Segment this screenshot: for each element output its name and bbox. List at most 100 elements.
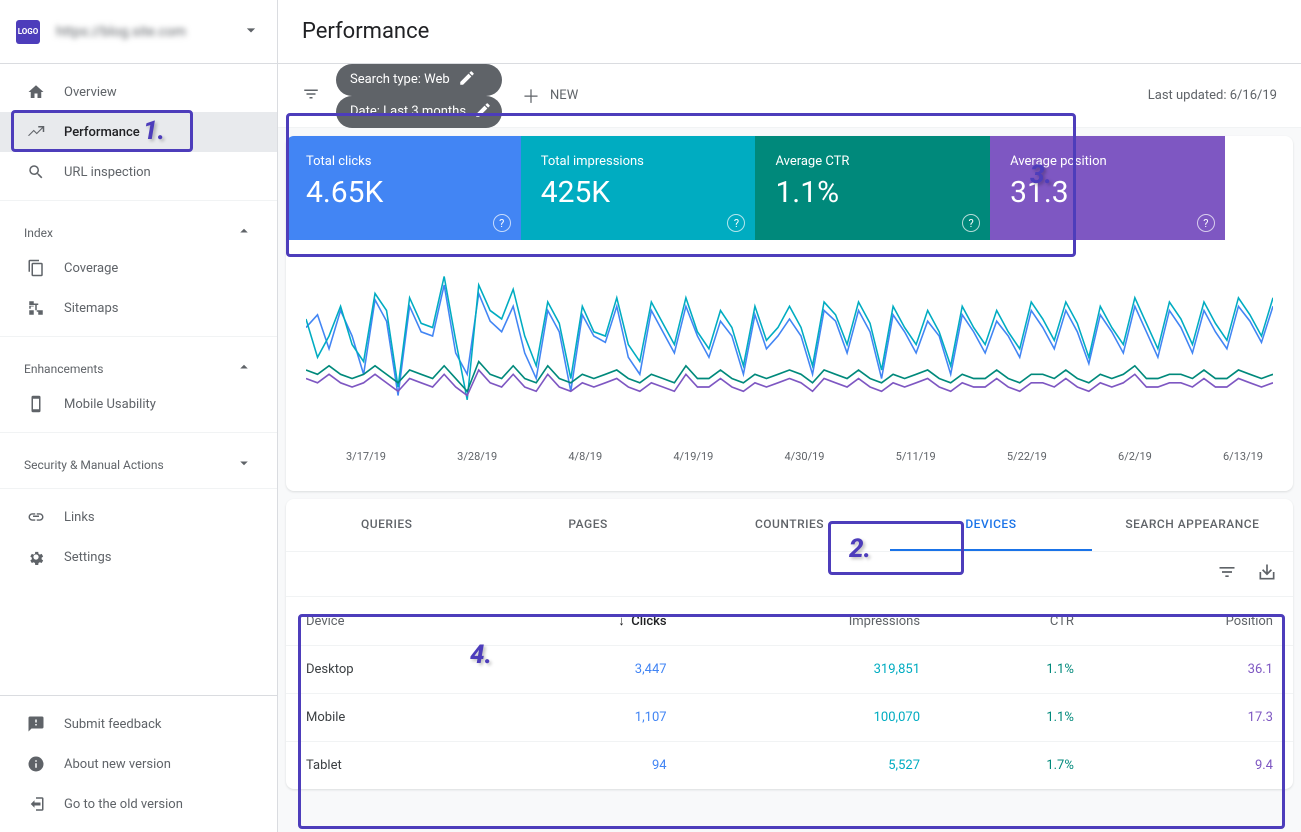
sitemap-icon <box>24 296 48 320</box>
exit-icon <box>24 792 48 816</box>
metric-card[interactable]: Total clicks 4.65K? <box>286 136 521 240</box>
help-icon[interactable]: ? <box>962 214 980 232</box>
sidebar: LOGO https://blog.site.com OverviewPerfo… <box>0 0 278 832</box>
metric-label: Average position <box>1010 154 1205 169</box>
metric-label: Average CTR <box>775 154 970 169</box>
sidebar-item-submit-feedback[interactable]: Submit feedback <box>0 704 277 744</box>
sidebar-section-index[interactable]: Index <box>0 200 277 248</box>
filter-chip[interactable]: Search type: Web <box>336 64 502 96</box>
metric-value: 31.3 <box>1010 175 1205 210</box>
trending-icon <box>24 120 48 144</box>
x-tick-label: 5/11/19 <box>896 450 936 463</box>
chevron-up-icon <box>235 222 253 243</box>
help-icon[interactable]: ? <box>493 214 511 232</box>
cell: 3,447 <box>485 646 686 694</box>
download-icon[interactable] <box>1257 562 1277 586</box>
cell: 94 <box>485 742 686 790</box>
help-icon[interactable]: ? <box>1197 214 1215 232</box>
metric-value: 425K <box>541 175 736 210</box>
sidebar-item-go-to-the-old-version[interactable]: Go to the old version <box>0 784 277 824</box>
x-tick-label: 6/2/19 <box>1118 450 1152 463</box>
col-header-impressions[interactable]: Impressions <box>687 597 940 646</box>
cell: 1.7% <box>940 742 1094 790</box>
x-tick-label: 4/30/19 <box>785 450 825 463</box>
last-updated: Last updated: 6/16/19 <box>1148 88 1277 103</box>
new-label: NEW <box>550 88 578 103</box>
sidebar-item-coverage[interactable]: Coverage <box>0 248 277 288</box>
col-header-position[interactable]: Position <box>1094 597 1293 646</box>
tab-search-appearance[interactable]: SEARCH APPEARANCE <box>1092 499 1293 551</box>
metric-label: Total impressions <box>541 154 736 169</box>
sidebar-item-overview[interactable]: Overview <box>0 72 277 112</box>
sidebar-item-about-new-version[interactable]: About new version <box>0 744 277 784</box>
filter-icon[interactable] <box>302 85 320 107</box>
col-header-device[interactable]: Device <box>286 597 485 646</box>
metric-card[interactable]: Average position 31.3? <box>990 136 1225 240</box>
cell: 5,527 <box>687 742 940 790</box>
performance-chart <box>306 268 1273 438</box>
section-title: Enhancements <box>24 362 104 376</box>
chart-area: 3/17/193/28/194/8/194/19/194/30/195/11/1… <box>286 240 1293 491</box>
sort-arrow-icon: ↓ <box>618 614 625 629</box>
table-row[interactable]: Tablet945,5271.7%9.4 <box>286 742 1293 790</box>
tab-devices[interactable]: DEVICES <box>890 499 1091 551</box>
sidebar-item-label: About new version <box>64 757 171 772</box>
x-tick-label: 6/13/19 <box>1223 450 1263 463</box>
metric-card[interactable]: Average CTR 1.1%? <box>755 136 990 240</box>
sidebar-section-enhancements[interactable]: Enhancements <box>0 336 277 384</box>
sidebar-item-label: Coverage <box>64 261 118 276</box>
cell: 1.1% <box>940 646 1094 694</box>
sidebar-item-links[interactable]: Links <box>0 497 277 537</box>
x-tick-label: 3/28/19 <box>457 450 497 463</box>
table-row[interactable]: Mobile1,107100,0701.1%17.3 <box>286 694 1293 742</box>
x-tick-label: 3/17/19 <box>346 450 386 463</box>
cell: 1.1% <box>940 694 1094 742</box>
site-logo: LOGO <box>16 20 40 44</box>
chip-label: Date: Last 3 months <box>350 104 466 119</box>
tab-countries[interactable]: COUNTRIES <box>689 499 890 551</box>
tab-pages[interactable]: PAGES <box>487 499 688 551</box>
x-tick-label: 4/19/19 <box>673 450 713 463</box>
chevron-up-icon <box>235 358 253 379</box>
metric-card[interactable]: Total impressions 425K? <box>521 136 756 240</box>
sidebar-item-mobile-usability[interactable]: Mobile Usability <box>0 384 277 424</box>
cell: 17.3 <box>1094 694 1293 742</box>
sidebar-item-performance[interactable]: Performance <box>0 112 277 152</box>
tab-queries[interactable]: QUERIES <box>286 499 487 551</box>
metric-value: 1.1% <box>775 175 970 210</box>
filter-chip[interactable]: Date: Last 3 months <box>336 96 502 128</box>
col-header-ctr[interactable]: CTR <box>940 597 1094 646</box>
sidebar-item-label: Links <box>64 510 95 525</box>
edit-icon <box>474 101 492 123</box>
chevron-down-icon <box>235 454 253 475</box>
chip-label: Search type: Web <box>350 72 450 87</box>
links-icon <box>24 505 48 529</box>
devices-table: Device↓ ClicksImpressionsCTRPosition Des… <box>286 596 1293 789</box>
cell: Desktop <box>286 646 485 694</box>
phone-icon <box>24 392 48 416</box>
table-filter-icon[interactable] <box>1217 562 1237 586</box>
cell: 36.1 <box>1094 646 1293 694</box>
chart-line-ctr <box>306 362 1273 392</box>
section-title: Security & Manual Actions <box>24 458 164 472</box>
gear-icon <box>24 545 48 569</box>
sidebar-item-label: URL inspection <box>64 165 151 180</box>
sidebar-item-label: Settings <box>64 550 111 565</box>
site-selector[interactable]: LOGO https://blog.site.com <box>0 0 277 64</box>
cell: Tablet <box>286 742 485 790</box>
sidebar-item-sitemaps[interactable]: Sitemaps <box>0 288 277 328</box>
copy-icon <box>24 256 48 280</box>
table-row[interactable]: Desktop3,447319,8511.1%36.1 <box>286 646 1293 694</box>
metric-label: Total clicks <box>306 154 501 169</box>
sidebar-section-security-manual-actions[interactable]: Security & Manual Actions <box>0 432 277 480</box>
sidebar-item-settings[interactable]: Settings <box>0 537 277 577</box>
sidebar-item-label: Sitemaps <box>64 301 119 316</box>
site-url: https://blog.site.com <box>56 24 186 40</box>
new-filter-button[interactable]: ＋ NEW <box>522 83 578 109</box>
feedback-icon <box>24 712 48 736</box>
col-header-clicks[interactable]: ↓ Clicks <box>485 597 686 646</box>
metric-value: 4.65K <box>306 175 501 210</box>
sidebar-item-url-inspection[interactable]: URL inspection <box>0 152 277 192</box>
help-icon[interactable]: ? <box>727 214 745 232</box>
filter-bar: Search type: Web Date: Last 3 months ＋ NE… <box>278 64 1301 128</box>
